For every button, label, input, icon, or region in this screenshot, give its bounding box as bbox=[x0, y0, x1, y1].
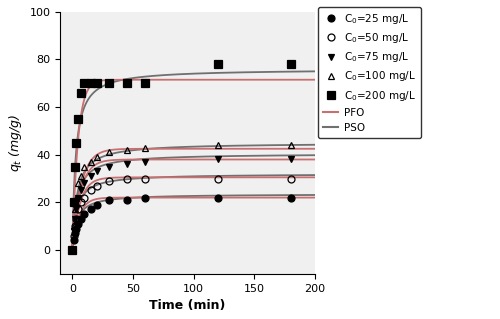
Legend: C$_0$=25 mg/L, C$_0$=50 mg/L, C$_0$=75 mg/L, C$_0$=100 mg/L, C$_0$=200 mg/L, PFO: C$_0$=25 mg/L, C$_0$=50 mg/L, C$_0$=75 m… bbox=[318, 7, 420, 138]
X-axis label: Time (min): Time (min) bbox=[150, 299, 226, 312]
Y-axis label: $q_t$ (mg/g): $q_t$ (mg/g) bbox=[7, 114, 24, 172]
